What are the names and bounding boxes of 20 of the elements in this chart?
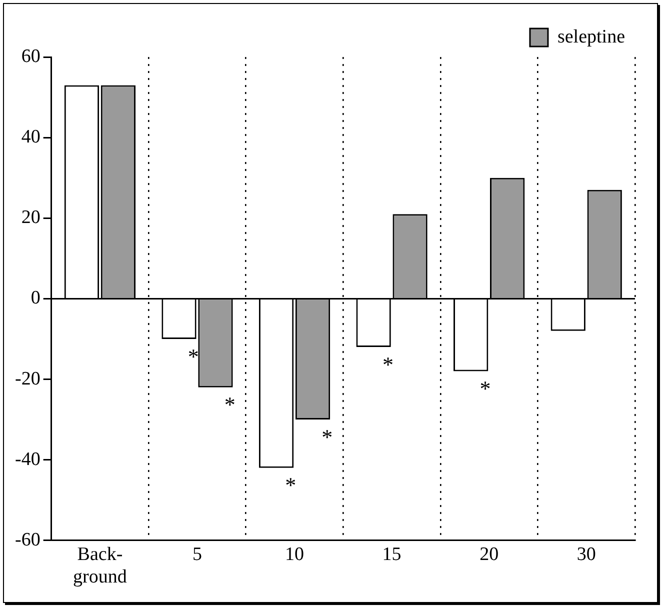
annotation: * <box>188 344 199 369</box>
legend-label: seleptine <box>557 26 625 48</box>
annotation: * <box>382 352 394 377</box>
x-tick-label: 15 <box>382 544 402 565</box>
x-tick-label: 10 <box>285 544 304 565</box>
y-tick-label: -20 <box>15 368 40 390</box>
x-tick-label: 20 <box>480 544 499 565</box>
y-tick-label: 60 <box>21 46 40 67</box>
annotation: * <box>480 376 491 401</box>
y-tick-label: 40 <box>21 126 40 148</box>
y-tick-label: -60 <box>15 529 40 550</box>
y-tick-label: 20 <box>21 207 40 228</box>
annotation: * <box>224 392 236 418</box>
x-tick-label: 5 <box>192 544 202 565</box>
annotation: * <box>285 472 296 498</box>
annotation: * <box>322 424 333 450</box>
x-tick-label: Back-ground <box>73 544 128 588</box>
y-tick-label: 0 <box>30 288 40 309</box>
x-tick-label: 30 <box>576 544 596 565</box>
y-tick-label: -40 <box>15 448 40 470</box>
